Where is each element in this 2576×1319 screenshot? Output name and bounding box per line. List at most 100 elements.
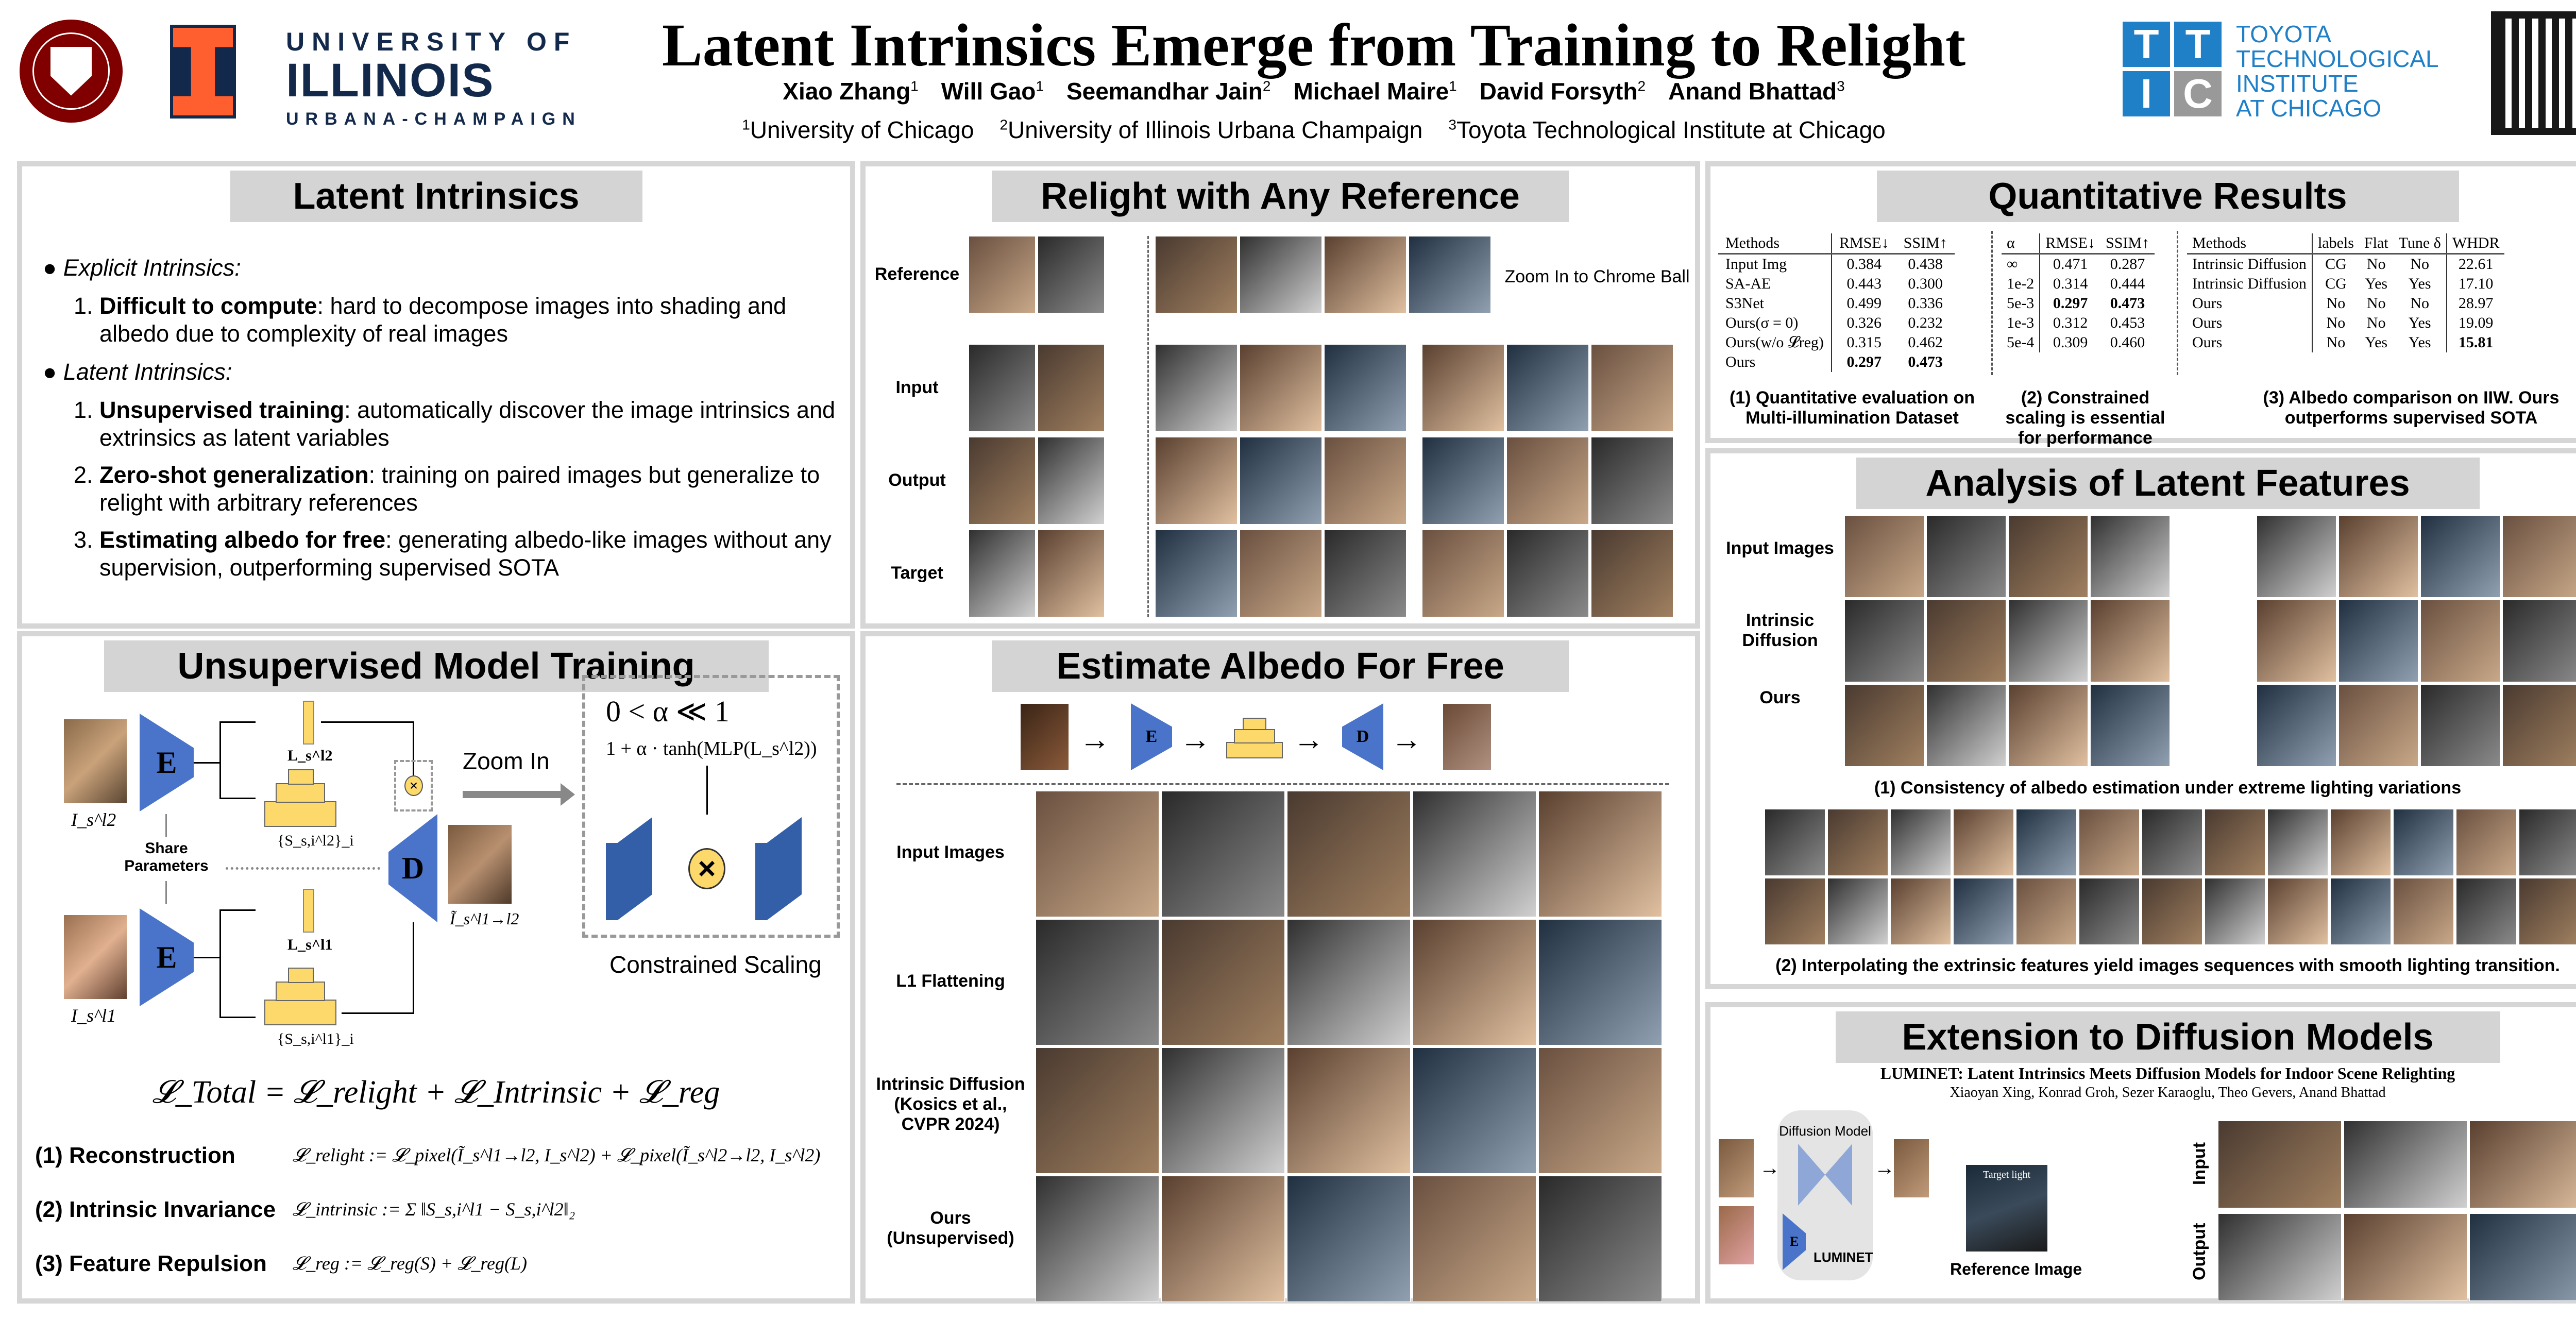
luminet-result-image <box>2344 1121 2467 1208</box>
table2-caption: (2) Constrained scaling is essential for… <box>2005 388 2165 448</box>
light-latent-top <box>303 701 314 745</box>
share-arrow <box>165 814 167 837</box>
arrow-icon: → <box>1874 1157 1895 1179</box>
dotted-connector <box>226 867 380 870</box>
albedo-consistency-image <box>1844 600 1924 682</box>
interpolation-image <box>1890 809 1951 876</box>
table-row: Intrinsic Diffusion CG No No 22.61 <box>2187 253 2504 274</box>
albedo-consistency-image <box>2502 684 2576 767</box>
connector <box>194 762 219 764</box>
analysis-panel: Analysis of Latent Features (1) Consiste… <box>1705 448 2576 989</box>
diffusion-model-label: Diffusion Model <box>1779 1123 1871 1139</box>
row-label: Intrinsic Diffusion <box>1742 611 1818 650</box>
loss-name: (2) Intrinsic Invariance <box>35 1196 276 1222</box>
relight-image <box>1038 437 1105 525</box>
quant-table-2: α RMSE↓ SSIM↑ ∞ 0.471 0.287 1e-2 0.314 0.444 5e-3… <box>2002 233 2155 352</box>
interpolation-image <box>1953 878 2014 945</box>
interpolation-image <box>2393 878 2454 945</box>
arrow-icon: → <box>1391 722 1422 756</box>
table-row: Ours No No No 28.97 <box>2187 294 2504 313</box>
illinois-wordmark: UNIVERSITY OF ILLINOIS URBANA-CHAMPAIGN <box>286 27 582 129</box>
loss-row: (1) Reconstruction 𝓛_relight := 𝓛_pixel(Ĩ… <box>35 1128 844 1182</box>
albedo-image <box>1413 1176 1536 1302</box>
label-img-out: Ĩ_s^l1→l2 <box>450 909 519 928</box>
illinois-line2: ILLINOIS <box>286 54 495 107</box>
loss-row: (3) Feature Repulsion 𝓛_reg := 𝓛_reg(S) +… <box>35 1237 844 1291</box>
chrome-ball-image <box>1591 344 1673 432</box>
reference-divider <box>1147 236 1149 617</box>
connector <box>219 1017 256 1018</box>
qr-code[interactable] <box>2491 11 2576 135</box>
albedo-consistency-image <box>2338 515 2418 598</box>
chrome-ball-image <box>1422 344 1504 432</box>
row-label: Target <box>891 563 943 583</box>
alpha-constraint: 0 < α ≪ 1 <box>606 695 730 728</box>
tti-wordmark: TOYOTA TECHNOLOGICAL INSTITUTE AT CHICAGO <box>2236 21 2439 122</box>
row-label: Ours (Unsupervised) <box>887 1208 1014 1248</box>
albedo-consistency-image <box>2090 600 2170 682</box>
albedo-image <box>1161 1047 1285 1174</box>
interpolation-image <box>1765 878 1825 945</box>
table-row: Ours No No Yes 19.09 <box>2187 313 2504 333</box>
table-row: 1e-2 0.314 0.444 <box>2002 274 2155 294</box>
albedo-consistency-image <box>2502 515 2576 598</box>
relight-image <box>969 437 1036 525</box>
light-latent-bottom <box>303 889 314 933</box>
row-label: Output <box>888 470 946 490</box>
training-panel: Unsupervised Model Training I_s^l2 E L_s… <box>17 631 855 1304</box>
multiply-node: × <box>404 775 423 796</box>
label-S-top: {S_s,i^l2}_i <box>277 832 354 849</box>
output-image <box>448 824 512 904</box>
share-arrow <box>165 881 167 904</box>
panel-title: Latent Intrinsics <box>230 171 642 222</box>
target-light-label: Target light <box>1982 1169 2031 1180</box>
luminet-paper-title: LUMINET: Latent Intrinsics Meets Diffusi… <box>1880 1064 2455 1083</box>
interpolation-image <box>2519 878 2576 945</box>
label-img-top: I_s^l2 <box>71 809 116 830</box>
luminet-label: LUMINET <box>1814 1249 1873 1265</box>
reference-image <box>1155 236 1238 313</box>
label-img-bottom: I_s^l1 <box>71 1005 116 1026</box>
relight-image <box>1240 437 1322 525</box>
connector <box>219 909 221 1018</box>
row-label: Input Images <box>896 842 1005 862</box>
relight-image <box>1240 530 1322 617</box>
row-label: Input Images <box>1726 538 1834 558</box>
connector <box>219 909 256 911</box>
albedo-consistency-image <box>2338 684 2418 767</box>
table3-caption: (3) Albedo comparison on IIW. Ours outpe… <box>2263 388 2560 428</box>
total-loss: 𝓛_Total = 𝓛_relight + 𝓛_Intrinsic + 𝓛_re… <box>152 1075 720 1110</box>
zoom-arrow-icon <box>463 791 561 798</box>
chrome-ball-image <box>1591 530 1673 617</box>
output-row-label: Output <box>2190 1223 2209 1280</box>
interpolation-image <box>2016 878 2077 945</box>
albedo-consistency-image <box>2257 515 2336 598</box>
albedo-consistency-image <box>2090 515 2170 598</box>
albedo-consistency-image <box>1926 515 2006 598</box>
relight-image <box>1038 344 1105 432</box>
interpolation-image <box>2205 878 2265 945</box>
input-row-label: Input <box>2190 1142 2209 1185</box>
reference-image <box>1324 236 1406 313</box>
chrome-ball-image <box>1506 437 1589 525</box>
pipeline-input-image <box>1020 703 1069 770</box>
table-row: S3Net 0.499 0.336 <box>1718 294 1955 313</box>
connector <box>219 721 221 799</box>
albedo-image <box>1287 1047 1411 1174</box>
albedo-consistency-image <box>1844 515 1924 598</box>
poster-title: Latent Intrinsics Emerge from Training t… <box>662 11 1966 79</box>
affiliation: 1University of Chicago <box>742 116 974 143</box>
albedo-consistency-image <box>2420 684 2500 767</box>
pipeline-divider <box>896 783 1669 785</box>
latent-intrinsics-panel: Latent Intrinsics ● Explicit Intrinsics:… <box>17 161 855 629</box>
connector <box>219 721 256 723</box>
interpolation-image <box>2330 809 2391 876</box>
unet-icon <box>1798 1144 1852 1206</box>
table-row: Ours 0.297 0.473 <box>1718 352 1955 372</box>
pipeline-output-image <box>1443 703 1492 770</box>
row-label: L1 Flattening <box>896 971 1005 991</box>
relight-image <box>1324 437 1406 525</box>
albedo-image <box>1413 1047 1536 1174</box>
albedo-image <box>1538 919 1662 1045</box>
connector <box>413 721 414 796</box>
